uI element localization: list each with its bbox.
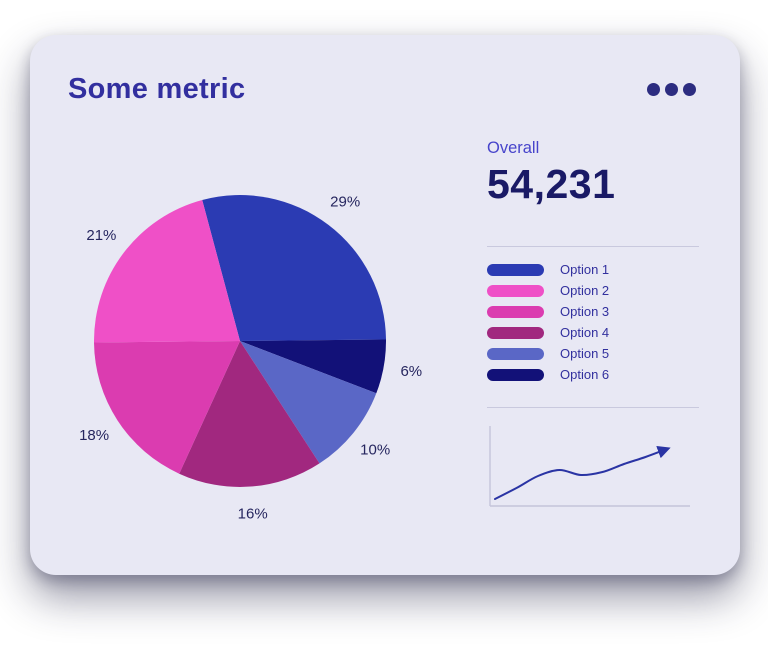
metric-card: Some metric 29% 6% 10% 16% 18% 21% Overall 54… (30, 35, 740, 575)
pie-slice-option-5[interactable] (240, 341, 377, 464)
legend: Option 1 Option 2 Option 3 Option 4 Option 5… (487, 262, 699, 382)
pie-slice-option-4[interactable] (179, 341, 320, 487)
legend-item[interactable]: Option 6 (487, 367, 699, 382)
pie-percent-label: 6% (400, 363, 422, 380)
legend-label: Option 2 (560, 283, 610, 298)
pie-percent-label: 16% (238, 505, 268, 522)
pie-percent-label: 29% (330, 193, 360, 210)
pie-slice-option-6[interactable] (240, 339, 387, 394)
legend-item[interactable]: Option 3 (487, 304, 699, 319)
page-title: Some metric (68, 73, 246, 105)
legend-label: Option 5 (560, 346, 610, 361)
legend-item[interactable]: Option 5 (487, 346, 699, 361)
legend-swatch (487, 306, 544, 318)
overall-value: 54,231 (487, 161, 616, 207)
legend-label: Option 6 (560, 367, 610, 382)
legend-item[interactable]: Option 4 (487, 325, 699, 340)
pie-chart: 29% 6% 10% 16% 18% 21% (79, 193, 422, 522)
pie-slice-option-1[interactable] (202, 195, 386, 341)
pie-percent-label: 18% (79, 427, 109, 444)
legend-swatch (487, 348, 544, 360)
legend-item[interactable]: Option 2 (487, 283, 699, 298)
divider (487, 407, 699, 408)
legend-label: Option 3 (560, 304, 610, 319)
legend-swatch (487, 285, 544, 297)
pie-slice-option-2[interactable] (93, 200, 240, 343)
pie-slice-option-3[interactable] (94, 341, 240, 474)
card-header: Some metric (68, 73, 700, 106)
legend-swatch (487, 327, 544, 339)
overall-label: Overall (487, 139, 540, 157)
trend-sparkline (489, 426, 690, 507)
legend-swatch (487, 369, 544, 381)
legend-label: Option 4 (560, 325, 610, 340)
divider (487, 246, 699, 247)
legend-swatch (487, 264, 544, 276)
legend-label: Option 1 (560, 262, 610, 277)
legend-item[interactable]: Option 1 (487, 262, 699, 277)
ellipsis-icon (647, 83, 696, 96)
trend-line (494, 445, 671, 500)
pie-percent-label: 10% (360, 441, 390, 458)
pie-percent-label: 21% (86, 227, 116, 244)
menu-button[interactable] (643, 79, 700, 100)
